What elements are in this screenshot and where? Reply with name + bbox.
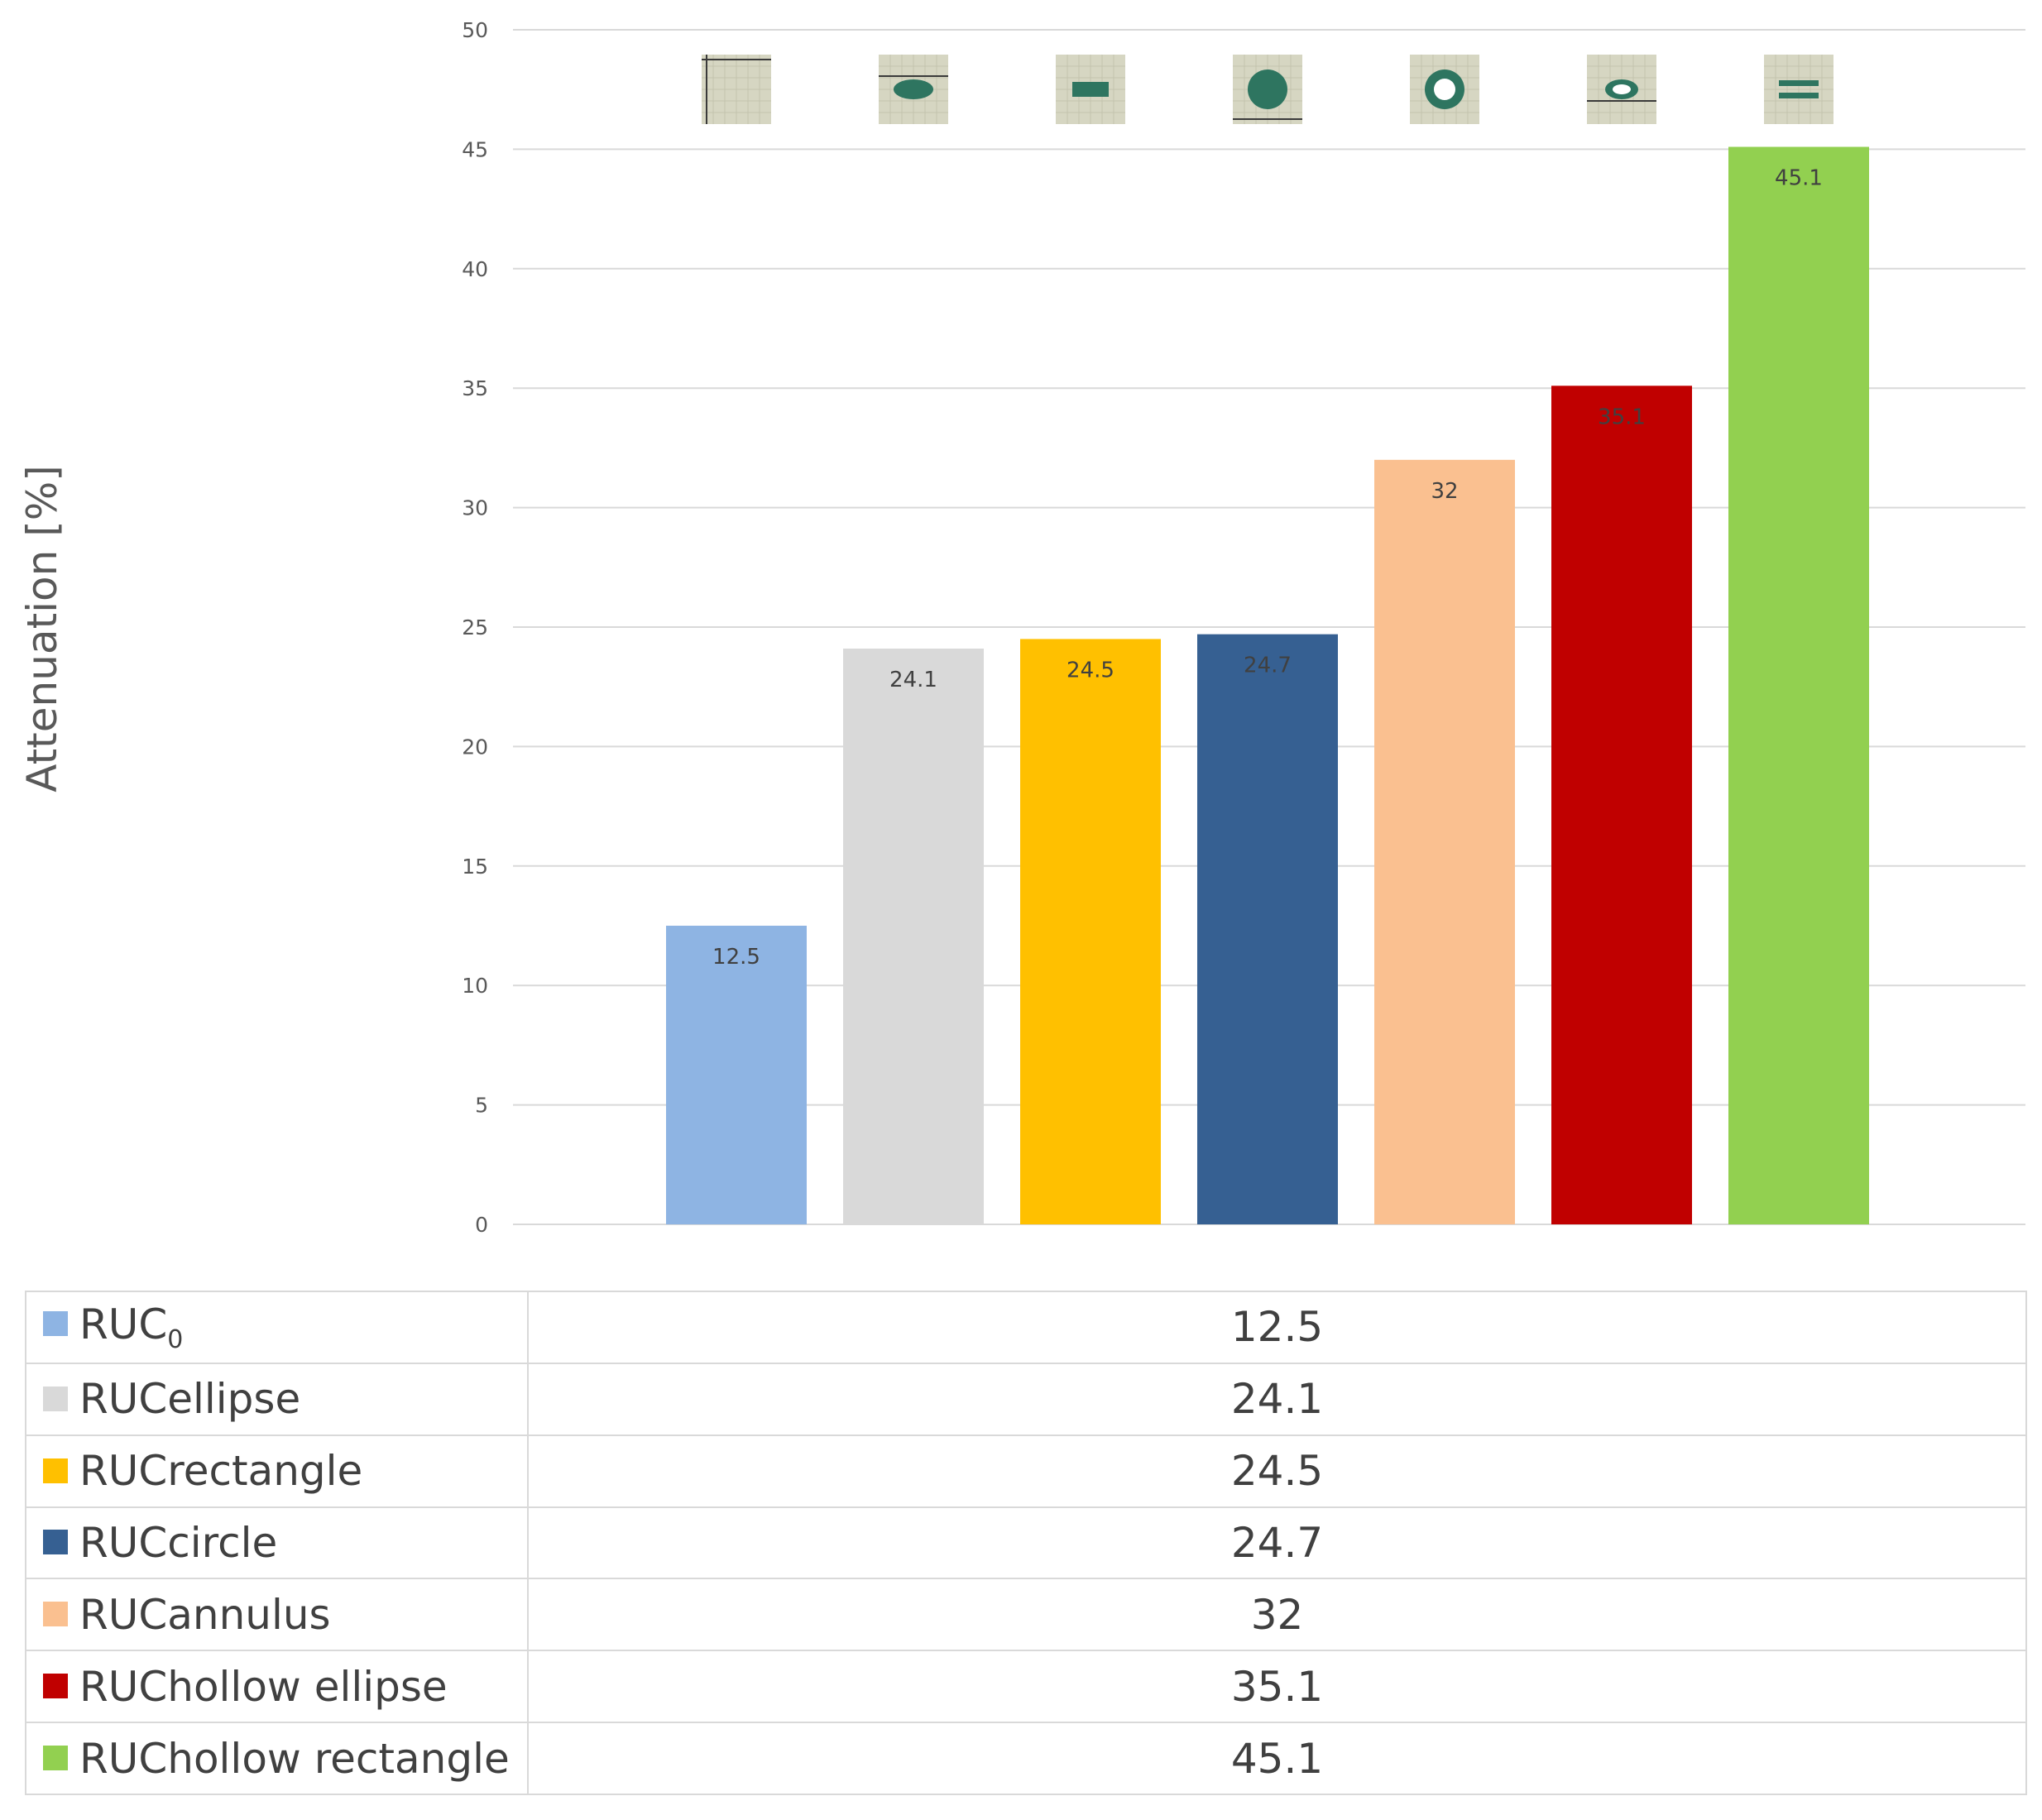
series-name-subscript: 0 [167,1324,184,1354]
table-row: RUChollow rectangle 45.1 [25,1722,2027,1795]
legend-entry: RUCellipse [25,1362,529,1436]
bar-rucellipse [843,648,984,1224]
ellipse-inclusion-cell-icon [879,55,948,124]
hollow-rectangle-inclusion-cell-icon [1764,55,1833,124]
legend-swatch [43,1311,68,1337]
y-tick-label: 10 [462,974,488,998]
series-name: RUCrectangle [79,1447,363,1496]
data-label: 24.5 [1067,658,1114,682]
y-tick-label: 50 [462,18,488,42]
legend-swatch [43,1458,68,1483]
series-name: RUChollow ellipse [79,1662,448,1711]
series-name: RUChollow rectangle [79,1734,510,1783]
y-tick-label: 30 [462,496,488,520]
series-name: RUCannulus [79,1590,331,1639]
y-tick-label: 45 [462,137,488,161]
rectangle-inclusion-cell-icon [1056,55,1125,124]
y-tick-label: 20 [462,735,488,759]
table-row: RUCannulus 32 [25,1578,2027,1652]
y-axis-label: Attenuation [%] [18,465,66,793]
annulus-inclusion-cell-icon [1410,55,1479,124]
series-value: 35.1 [527,1650,2027,1724]
table-row: RUC0 12.5 [25,1291,2027,1364]
legend-swatch [43,1746,68,1771]
series-value: 24.5 [527,1434,2027,1508]
bar-ruchollow-ellipse [1551,386,1692,1224]
data-label: 24.1 [889,668,937,692]
series-name: RUCellipse [79,1375,301,1424]
legend-entry: RUCcircle [25,1506,529,1580]
bars: 12.5 24.1 24.5 24.7 32 35.1 45.1 [666,146,1869,1225]
bar-ruccircle [1197,634,1338,1224]
bar-chart: 0 5 10 15 20 25 30 35 40 45 50 Attenuation [%] 12.… [18,18,2025,1237]
series-value: 32 [527,1578,2027,1652]
series-value: 24.7 [527,1506,2027,1580]
legend-entry: RUCrectangle [25,1434,529,1508]
y-tick-label: 40 [462,257,488,281]
y-axis-ticks: 0 5 10 15 20 25 30 35 40 45 50 [462,18,488,1237]
legend-swatch [43,1602,68,1627]
table-row: RUCrectangle 24.5 [25,1434,2027,1508]
data-label: 45.1 [1775,166,1823,191]
unit-cell-icons [702,55,1833,124]
y-tick-label: 25 [462,615,488,639]
bar-rucrectangle [1020,639,1161,1224]
table-row: RUChollow ellipse 35.1 [25,1650,2027,1724]
hollow-ellipse-inclusion-cell-icon [1587,55,1656,124]
circle-inclusion-cell-icon [1233,55,1302,124]
y-tick-label: 15 [462,855,488,879]
data-label: 12.5 [712,945,760,970]
series-value: 12.5 [527,1291,2027,1364]
legend-swatch [43,1674,68,1699]
bar-rucannulus [1374,459,1515,1224]
bar-ruchollow-rectangle [1728,146,1869,1225]
legend-entry: RUChollow rectangle [25,1722,529,1795]
series-name: RUC [79,1300,168,1348]
data-label: 35.1 [1598,405,1646,429]
series-name: RUCcircle [79,1518,278,1567]
y-tick-label: 35 [462,376,488,400]
series-value: 24.1 [527,1362,2027,1436]
legend-entry: RUChollow ellipse [25,1650,529,1724]
table-row: RUCellipse 24.1 [25,1362,2027,1436]
legend-entry: RUCannulus [25,1578,529,1652]
plain-square-cell-icon [702,55,771,124]
table-row: RUCcircle 24.7 [25,1506,2027,1580]
y-tick-label: 5 [475,1094,488,1118]
legend-swatch [43,1530,68,1555]
series-value: 45.1 [527,1722,2027,1795]
data-label: 24.7 [1244,654,1292,678]
data-label: 32 [1431,479,1458,504]
legend-swatch [43,1386,68,1411]
data-table: RUC0 12.5 RUCellipse 24.1 RUCrectangle 24.5 RU… [25,1291,2027,1795]
bar-ruco [666,926,807,1224]
legend-entry: RUC0 [25,1291,529,1364]
y-tick-label: 0 [475,1213,488,1237]
